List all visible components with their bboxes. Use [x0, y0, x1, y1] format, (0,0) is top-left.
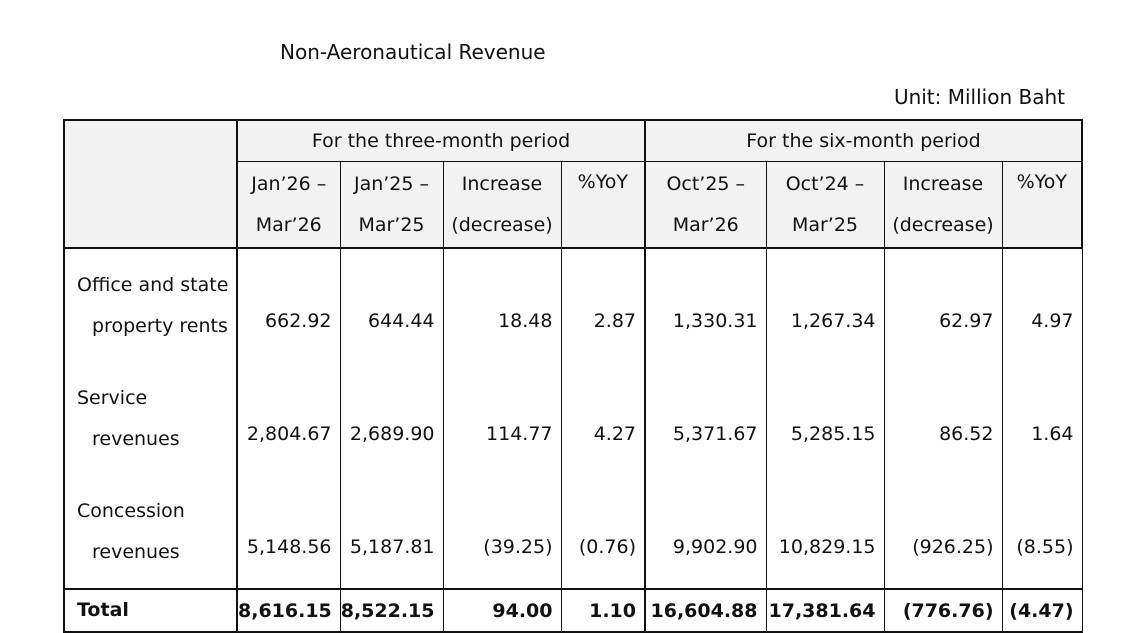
revenue-table: For the three-month period For the six-m…: [63, 119, 1084, 633]
total-cell: 16,604.88: [644, 588, 766, 633]
col-yoy-6m: %YoY: [1001, 161, 1084, 248]
col-label-line1: %YoY: [577, 171, 628, 193]
group-six-month: For the six-month period: [643, 119, 1084, 162]
total-row: Total 8,616.15 8,522.15 94.00 1.10 16,60…: [63, 588, 1083, 633]
table-cell: 18.48: [442, 247, 561, 362]
table-cell: 5,148.56: [236, 475, 340, 589]
table-cell: 4.97: [1001, 247, 1083, 362]
table-cell: 1.64: [1001, 362, 1083, 475]
col-label-line2: (decrease): [451, 213, 553, 236]
col-increase-6m: Increase (decrease): [883, 161, 1002, 248]
table-cell: 662.92: [236, 247, 340, 362]
table-cell: 5,285.15: [765, 362, 884, 475]
col-label-line2: Mar’26: [255, 213, 322, 236]
col-jan25-mar25: Jan’25 – Mar’25: [339, 161, 443, 248]
table-cell: 114.77: [442, 362, 561, 475]
row-label-line2: revenues: [92, 540, 180, 563]
table-cell: 2.87: [560, 247, 645, 362]
total-cell: 8,522.15: [339, 588, 443, 633]
col-label-line1: Jan’25 –: [353, 172, 430, 195]
col-yoy-3m: %YoY: [560, 161, 645, 248]
row-label: Concession revenues: [63, 475, 237, 589]
table-cell: 1,267.34: [765, 247, 884, 362]
col-label-line2: Mar’26: [672, 213, 739, 236]
table-cell: 2,804.67: [236, 362, 340, 475]
total-cell: 17,381.64: [765, 588, 884, 633]
row-label-line2: property rents: [92, 314, 228, 337]
table-cell: 62.97: [883, 247, 1002, 362]
group-three-month: For the three-month period: [236, 119, 645, 162]
row-label: Service revenues: [63, 362, 237, 475]
table-cell: (39.25): [442, 475, 561, 589]
col-jan26-mar26: Jan’26 – Mar’26: [236, 161, 340, 248]
table-cell: 1,330.31: [644, 247, 766, 362]
table-cell: (8.55): [1001, 475, 1083, 589]
table-row: Office and state property rents 662.92 64…: [63, 247, 1083, 362]
row-label: Office and state property rents: [63, 247, 237, 362]
col-oct25-mar26: Oct’25 – Mar’26: [644, 161, 766, 248]
table-row: Concession revenues 5,148.56 5,187.81 (39…: [63, 475, 1083, 589]
header-column-row: Jan’26 – Mar’26 Jan’25 – Mar’25 Increase (d…: [64, 161, 1084, 248]
table-row: Service revenues 2,804.67 2,689.90 114.77…: [63, 362, 1083, 475]
col-label-line1: Increase: [461, 172, 543, 195]
table-cell: (0.76): [560, 475, 645, 589]
row-label-line1: Service: [77, 386, 148, 409]
total-cell: (776.76): [883, 588, 1002, 633]
col-increase-3m: Increase (decrease): [442, 161, 561, 248]
col-label-line2: (decrease): [892, 213, 994, 236]
row-label-line1: Concession: [77, 499, 185, 522]
unit-label: Unit: Million Baht: [893, 85, 1065, 109]
table-cell: 10,829.15: [765, 475, 884, 589]
table-cell: 4.27: [560, 362, 645, 475]
col-label-line2: Mar’25: [358, 213, 425, 236]
col-label-line2: Mar’25: [791, 213, 859, 236]
table-cell: 5,371.67: [644, 362, 766, 475]
table-cell: 644.44: [339, 247, 443, 362]
col-oct24-mar25: Oct’24 – Mar’25: [765, 161, 884, 248]
table-cell: 5,187.81: [339, 475, 443, 589]
header-corner: [63, 119, 237, 248]
table-title: Non-Aeronautical Revenue: [280, 40, 546, 64]
col-label-line1: Jan’26 –: [251, 172, 327, 195]
table-cell: 2,689.90: [339, 362, 443, 475]
row-label-line2: revenues: [92, 427, 180, 450]
table-cell: 9,902.90: [644, 475, 766, 589]
row-label-line1: Office and state: [77, 273, 229, 296]
col-label-line1: Oct’24 –: [785, 172, 865, 195]
total-cell: 94.00: [442, 588, 561, 633]
total-cell: 8,616.15: [236, 588, 340, 633]
col-label-line1: Increase: [902, 172, 984, 195]
col-label-line1: Oct’25 –: [666, 172, 746, 195]
table-cell: 86.52: [883, 362, 1002, 475]
total-label: Total: [63, 588, 237, 633]
header-group-row: For the three-month period For the six-m…: [63, 119, 1084, 248]
total-cell: 1.10: [560, 588, 645, 633]
col-label-line1: %YoY: [1016, 171, 1067, 193]
table-cell: (926.25): [883, 475, 1002, 589]
total-cell: (4.47): [1001, 588, 1083, 633]
